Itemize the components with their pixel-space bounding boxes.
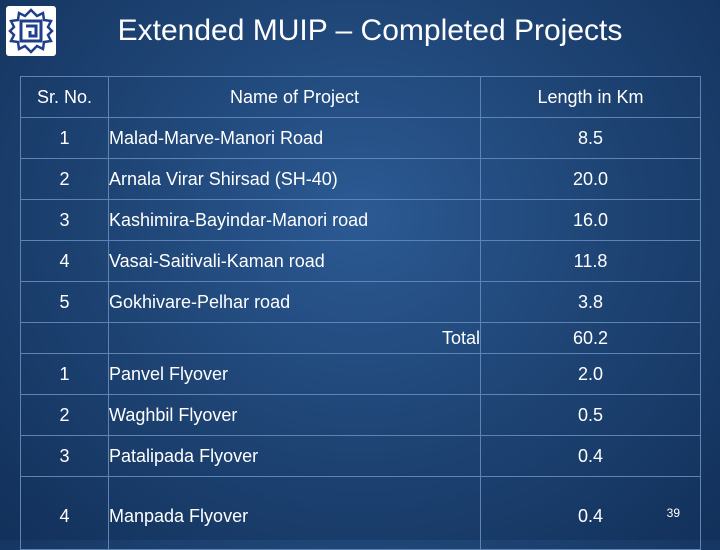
cell-length: 0.5 [480, 394, 701, 436]
cell-length: 16.0 [480, 199, 701, 241]
cell-sr: 5 [20, 281, 109, 323]
table-row: 1 Malad-Marve-Manori Road 8.5 [20, 117, 701, 159]
cell-name: Arnala Virar Shirsad (SH-40) [108, 158, 481, 200]
cell-sr: 4 [20, 476, 109, 550]
cell-length: 20.0 [480, 158, 701, 200]
cell-name: Vasai-Saitivali-Kaman road [108, 240, 481, 282]
cell-sr: 2 [20, 158, 109, 200]
table-row: 4 Vasai-Saitivali-Kaman road 11.8 [20, 240, 701, 282]
cell-length: 0.4 [480, 435, 701, 477]
header-sr-no: Sr. No. [20, 76, 109, 118]
header-name: Name of Project [108, 76, 481, 118]
cell-name: Manpada Flyover [108, 476, 481, 550]
cell-sr: 3 [20, 199, 109, 241]
cell-name: Malad-Marve-Manori Road [108, 117, 481, 159]
logo-emblem-icon [8, 8, 54, 54]
cell-length: 11.8 [480, 240, 701, 282]
cell-length: 3.8 [480, 281, 701, 323]
cell-sr: 3 [20, 435, 109, 477]
cell-sr: 1 [20, 353, 109, 395]
table-row: 5 Gokhivare-Pelhar road 3.8 [20, 281, 701, 323]
header-length: Length in Km [480, 76, 701, 118]
table-row: 3 Kashimira-Bayindar-Manori road 16.0 [20, 199, 701, 241]
logo [6, 6, 56, 56]
table-row: 2 Waghbil Flyover 0.5 [20, 394, 701, 436]
table-row: 3 Patalipada Flyover 0.4 [20, 435, 701, 477]
total-value: 60.2 [480, 322, 701, 354]
table-row: 4 Manpada Flyover 0.4 [20, 476, 701, 550]
cell-name: Patalipada Flyover [108, 435, 481, 477]
cell-sr: 2 [20, 394, 109, 436]
empty-cell [20, 322, 109, 354]
cell-name: Kashimira-Bayindar-Manori road [108, 199, 481, 241]
cell-name: Waghbil Flyover [108, 394, 481, 436]
total-label: Total [108, 322, 481, 354]
total-row: Total 60.2 [20, 322, 701, 354]
slide-title: Extended MUIP – Completed Projects [117, 14, 623, 47]
cell-name: Panvel Flyover [108, 353, 481, 395]
page-number: 39 [666, 506, 680, 520]
cell-sr: 1 [20, 117, 109, 159]
cell-length: 8.5 [480, 117, 701, 159]
table-row: 1 Panvel Flyover 2.0 [20, 353, 701, 395]
table-header-row: Sr. No. Name of Project Length in Km [20, 76, 701, 118]
cell-length: 2.0 [480, 353, 701, 395]
projects-table: Sr. No. Name of Project Length in Km 1 M… [20, 76, 701, 550]
cell-sr: 4 [20, 240, 109, 282]
cell-name: Gokhivare-Pelhar road [108, 281, 481, 323]
table-row: 2 Arnala Virar Shirsad (SH-40) 20.0 [20, 158, 701, 200]
